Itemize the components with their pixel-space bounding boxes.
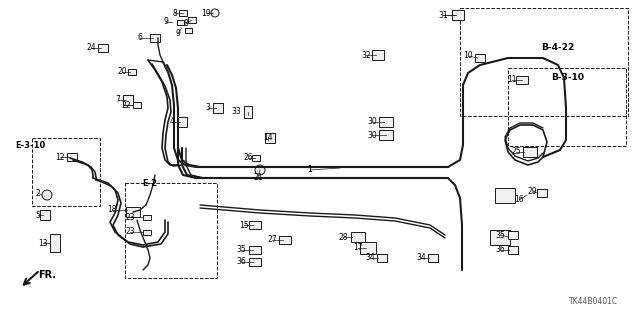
Bar (475, 54, 485, 62)
Bar (523, 147, 537, 157)
Text: TK44B0401C: TK44B0401C (569, 298, 618, 307)
Text: E-3-10: E-3-10 (15, 140, 45, 150)
Text: 35: 35 (495, 231, 505, 240)
Bar (252, 155, 260, 161)
Text: B-3-10: B-3-10 (552, 73, 584, 83)
Bar (452, 10, 464, 20)
Text: 17: 17 (353, 243, 363, 253)
Text: 23: 23 (125, 212, 135, 221)
Text: 10: 10 (463, 51, 473, 61)
Text: 31: 31 (438, 11, 448, 19)
Bar (460, 8, 628, 116)
Text: 21: 21 (253, 174, 263, 182)
Bar (490, 229, 510, 244)
Bar (508, 231, 518, 239)
Bar (125, 183, 217, 278)
Text: 7: 7 (116, 95, 120, 105)
Bar (177, 19, 184, 25)
Text: 12: 12 (55, 152, 65, 161)
Bar (516, 76, 528, 84)
Bar (265, 133, 275, 143)
Bar (126, 207, 140, 217)
Bar (188, 17, 196, 23)
Text: 28: 28 (339, 233, 348, 241)
Bar (379, 130, 393, 140)
Bar (379, 117, 393, 127)
Bar (372, 50, 384, 60)
Bar (32, 138, 100, 206)
Bar (428, 254, 438, 262)
Bar (249, 221, 261, 229)
Text: 27: 27 (267, 235, 277, 244)
Text: 9: 9 (164, 18, 168, 26)
Circle shape (211, 9, 219, 17)
Text: 9: 9 (175, 28, 180, 38)
Bar (249, 258, 261, 266)
Bar (128, 69, 136, 75)
Text: 33: 33 (231, 108, 241, 116)
Bar (123, 95, 133, 105)
Bar (508, 68, 626, 146)
Text: 36: 36 (236, 257, 246, 266)
Text: 1: 1 (308, 166, 312, 174)
Bar (360, 242, 376, 254)
Bar (377, 254, 387, 262)
Bar (351, 232, 365, 242)
Bar (177, 117, 187, 127)
Text: 23: 23 (125, 227, 135, 236)
Text: 2: 2 (36, 189, 40, 197)
Text: E-2: E-2 (143, 179, 157, 188)
Text: 36: 36 (495, 246, 505, 255)
Bar (98, 44, 108, 52)
Text: FR.: FR. (38, 270, 56, 280)
Text: 19: 19 (201, 9, 211, 18)
Text: 30: 30 (367, 117, 377, 127)
Text: 35: 35 (236, 246, 246, 255)
Bar (279, 236, 291, 244)
Text: 34: 34 (365, 254, 375, 263)
Text: 8: 8 (173, 9, 177, 18)
Text: 24: 24 (86, 43, 96, 53)
Bar (40, 210, 50, 220)
Text: 1: 1 (308, 166, 312, 174)
Text: 3: 3 (205, 103, 211, 113)
Text: B-4-22: B-4-22 (541, 43, 575, 53)
Text: 22: 22 (121, 100, 131, 109)
Bar (150, 34, 160, 42)
Text: 29: 29 (527, 188, 537, 197)
Text: 34: 34 (416, 254, 426, 263)
Text: 16: 16 (514, 196, 524, 204)
Text: 18: 18 (108, 205, 116, 214)
Bar (67, 153, 77, 161)
Bar (537, 189, 547, 197)
Text: 20: 20 (117, 68, 127, 77)
Text: 32: 32 (361, 50, 371, 60)
Text: 26: 26 (243, 153, 253, 162)
Circle shape (255, 165, 265, 175)
Bar (143, 229, 151, 234)
Text: 15: 15 (239, 220, 249, 229)
Bar (495, 188, 515, 203)
Text: 30: 30 (367, 130, 377, 139)
Bar (179, 10, 187, 16)
Bar (249, 246, 261, 254)
Bar (508, 246, 518, 254)
Circle shape (42, 190, 52, 200)
Bar (50, 234, 60, 252)
Text: 14: 14 (263, 132, 273, 142)
Text: 5: 5 (36, 211, 40, 219)
Text: 6: 6 (138, 33, 143, 42)
Bar (143, 214, 151, 219)
Text: 11: 11 (508, 76, 516, 85)
Text: 8: 8 (184, 19, 188, 28)
Text: 13: 13 (38, 239, 48, 248)
Text: 4: 4 (170, 117, 175, 127)
Bar (213, 103, 223, 113)
Bar (133, 102, 141, 108)
Bar (184, 27, 191, 33)
Text: 25: 25 (511, 147, 521, 157)
Bar (244, 106, 252, 118)
